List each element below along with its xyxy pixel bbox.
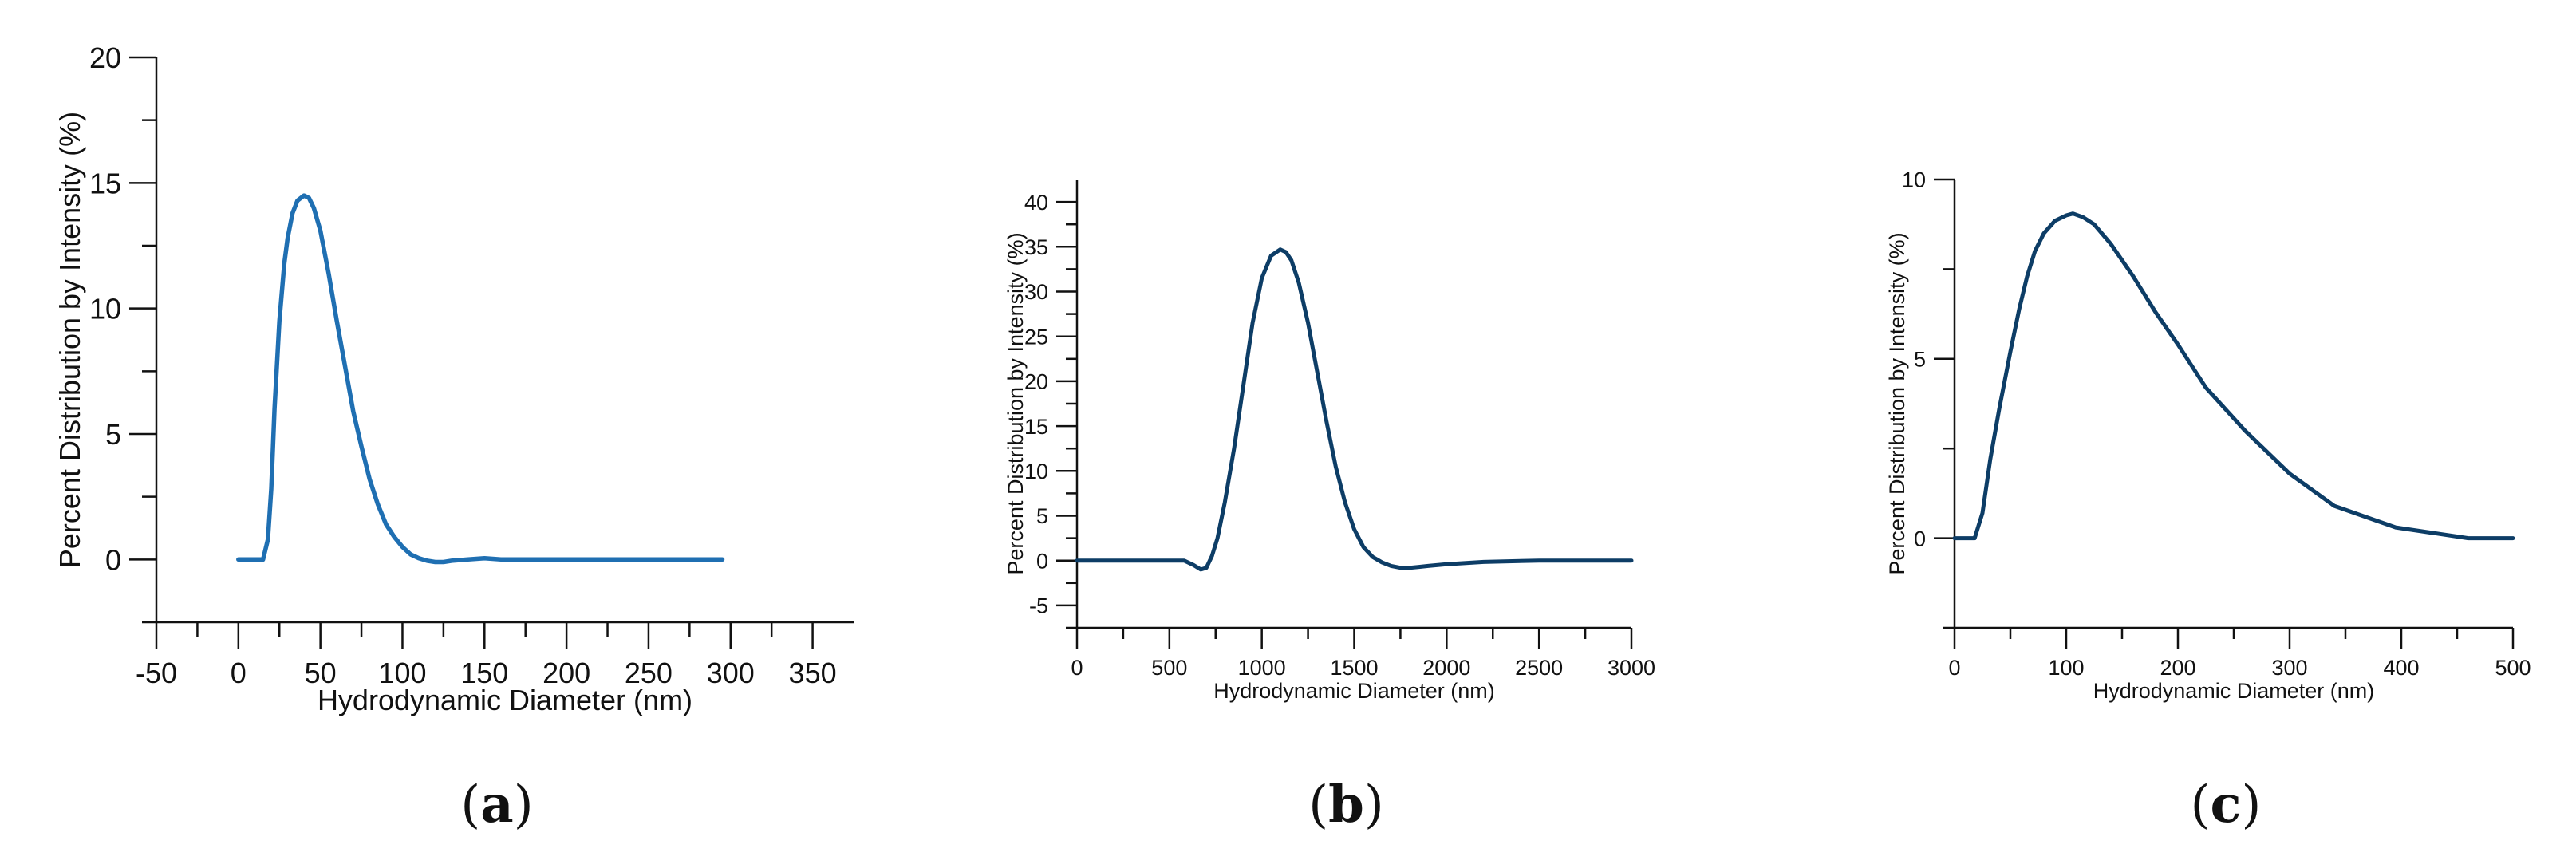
x-tick-label: 50	[305, 657, 337, 689]
x-tick-label: 0	[1948, 656, 1960, 680]
x-tick-label: 400	[2383, 656, 2419, 680]
y-tick-label: -5	[1029, 594, 1048, 618]
panel-label: (b)	[1308, 775, 1384, 834]
x-tick-label: 2000	[1422, 656, 1470, 680]
y-axis-label: Percent Distribution by Intensity (%)	[1004, 232, 1028, 574]
chart-panel-b: 0 500 1000 1500 2000 2500 3000 -5 0 5 10 15 20 25 30 35…	[1004, 180, 1655, 834]
y-tick-label: 5	[1914, 348, 1926, 372]
x-tick-label: 200	[2160, 656, 2195, 680]
y-tick-label: 30	[1024, 280, 1048, 304]
x-tick-label: 0	[1071, 656, 1083, 680]
y-tick-label: 10	[89, 293, 121, 325]
y-tick-label: 0	[1914, 527, 1926, 550]
chart-panel-a: -50 0 50 100 150 200 250 300 350 0 5 10 15 20 Hydrodyn…	[53, 41, 854, 834]
x-tick-label: 2500	[1515, 656, 1563, 680]
panel-label: (c)	[2191, 775, 2262, 834]
y-axis-label: Percent Distribution by Intensity (%)	[53, 112, 86, 568]
chart-panel-c: 0 100 200 300 400 500 0 5 10 Hydrodynamic Diamete…	[1885, 168, 2531, 834]
x-tick-label: 0	[231, 657, 247, 689]
y-tick-label: 0	[105, 543, 121, 576]
y-tick-label: 0	[1036, 549, 1048, 573]
x-tick-label: 500	[1151, 656, 1187, 680]
panel-label-letter: c	[2211, 775, 2242, 834]
y-tick-label: 10	[1024, 460, 1048, 483]
y-tick-label: 5	[1036, 504, 1048, 528]
x-tick-label: 250	[625, 657, 673, 689]
x-tick-label: 300	[707, 657, 755, 689]
y-tick-label: 25	[1024, 325, 1048, 349]
x-tick-label: 1000	[1238, 656, 1286, 680]
y-tick-label: 20	[1024, 370, 1048, 394]
series-line	[1952, 211, 2515, 541]
x-tick-label: 100	[378, 657, 426, 689]
series-line	[236, 193, 725, 565]
x-tick-label: 150	[460, 657, 508, 689]
x-tick-label: -50	[136, 657, 177, 689]
y-tick-label: 5	[105, 418, 121, 451]
y-tick-label: 10	[1902, 168, 1926, 192]
x-tick-label: 100	[2048, 656, 2084, 680]
x-tick-label: 300	[2271, 656, 2307, 680]
y-tick-label: 15	[89, 167, 121, 199]
x-axis-label: Hydrodynamic Diameter (nm)	[2093, 679, 2375, 703]
panel-label-letter: b	[1328, 775, 1364, 834]
x-tick-label: 3000	[1608, 656, 1655, 680]
y-tick-label: 40	[1024, 191, 1048, 215]
x-tick-label: 1500	[1330, 656, 1378, 680]
series-line	[1075, 247, 1634, 572]
x-axis-label: Hydrodynamic Diameter (nm)	[318, 684, 692, 716]
x-tick-label: 500	[2495, 656, 2531, 680]
y-tick-label: 20	[89, 41, 121, 74]
y-tick-label: 35	[1024, 235, 1048, 259]
x-tick-label: 350	[789, 657, 837, 689]
y-tick-label: 15	[1024, 415, 1048, 439]
y-axis-label: Percent Distribution by Intensity (%)	[1885, 232, 1909, 574]
x-tick-label: 200	[542, 657, 590, 689]
panel-label-letter: a	[480, 775, 513, 834]
x-axis-label: Hydrodynamic Diameter (nm)	[1213, 679, 1495, 703]
panel-label: (a)	[460, 775, 533, 834]
